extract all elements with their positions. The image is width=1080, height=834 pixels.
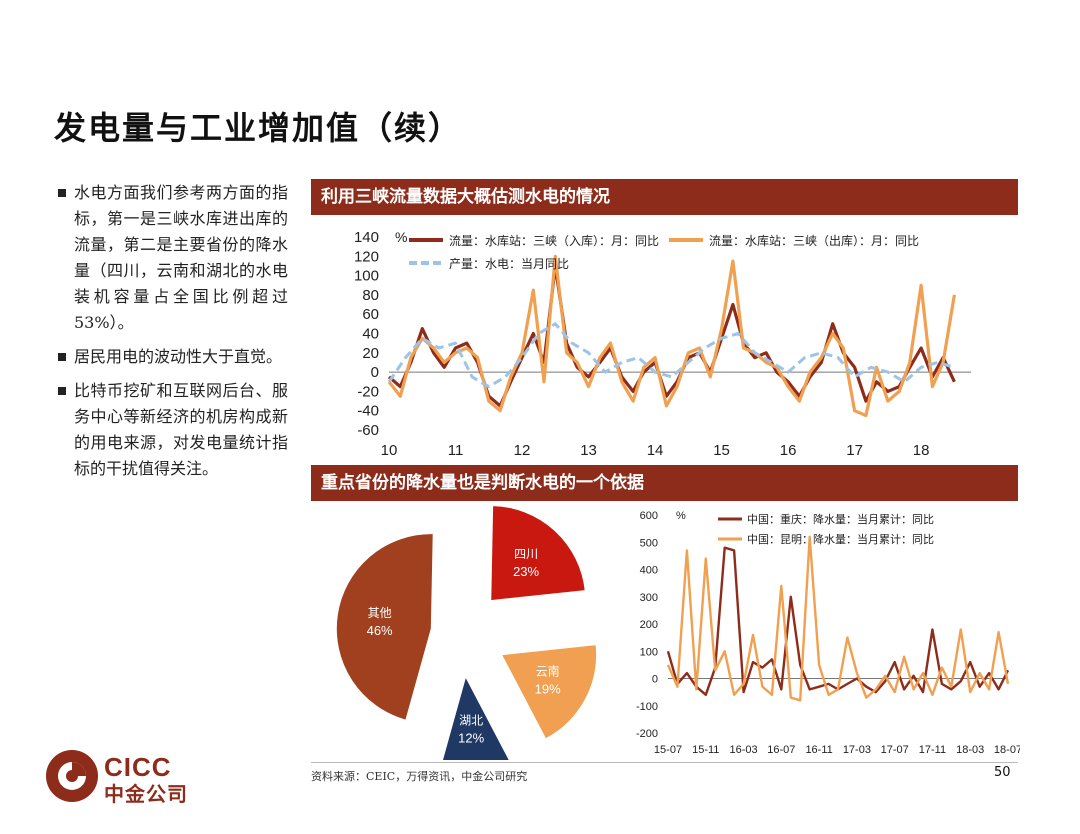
bullet-list: 水电方面我们参考两方面的指标，第一是三峡水库进出库的流量，第二是主要省份的降水量… [58, 180, 288, 490]
pie-slice-1 [500, 644, 598, 740]
series-line-0 [666, 546, 1010, 696]
source-note: 资料来源：CEIC，万得资讯，中金公司研究 [311, 770, 528, 783]
y-tick-label: 120 [354, 248, 379, 265]
x-tick-label: 10 [381, 442, 398, 459]
pie-label: 湖北 [459, 713, 483, 728]
precipitation-line-chart: -200 -100 0 100 200 300 400 500 600 % 15-07 15-11 16… [636, 510, 1020, 756]
y-tick-label: 0 [371, 364, 379, 381]
x-tick-label: 14 [647, 442, 664, 459]
legend-label: 产量：水电：当月同比 [449, 257, 569, 271]
y-tick-label: 400 [640, 565, 658, 577]
bullet-item: 比特币挖矿和互联网后台、服务中心等新经济的机房构成新的用电来源，对发电量统计指标… [58, 378, 288, 482]
bullet-item: 居民用电的波动性大于直觉。 [58, 344, 288, 370]
pie-value: 12% [458, 731, 484, 746]
page-title: 发电量与工业增加值（续） [54, 109, 463, 147]
y-tick-label: -100 [636, 701, 658, 713]
province-share-pie-chart: 四川 23% 云南 19% 湖北 12% 其他 46% [335, 505, 598, 760]
pie-slice-3 [335, 533, 434, 721]
series-line-0 [387, 264, 956, 408]
chart1-panel-title: 利用三峡流量数据大概估测水电的情况 [311, 179, 1018, 215]
x-tick-label: 16-03 [729, 744, 757, 756]
x-tick-label: 18 [913, 442, 930, 459]
x-tick-label: 18-07 [994, 744, 1020, 756]
legend-label: 流量：水库站：三峡（入库）：月：同比 [449, 233, 659, 248]
three-gorges-line-chart: -60 -40 -20 0 20 40 60 80 100 120 140 % 10 11 12 13 14 15… [354, 229, 971, 459]
y-tick-label: -60 [357, 422, 379, 439]
x-tick-label: 16-07 [767, 744, 795, 756]
x-tick-label: 12 [514, 442, 531, 459]
pie-label: 其他 [368, 606, 392, 620]
legend-label: 流量：水库站：三峡（出库）：月：同比 [709, 233, 919, 248]
x-tick-label: 16-11 [805, 744, 832, 756]
cicc-logo-icon [46, 750, 98, 802]
logo-text-cn: 中金公司 [104, 782, 188, 806]
x-tick-label: 17-07 [881, 744, 909, 756]
x-tick-label: 15-07 [654, 744, 682, 756]
pie-slice-0 [490, 505, 586, 602]
x-tick-label: 13 [580, 442, 597, 459]
series-line-2 [387, 322, 955, 389]
pie-value: 23% [513, 564, 539, 579]
page-number: 50 [994, 765, 1011, 780]
chart2-panel-title: 重点省份的降水量也是判断水电的一个依据 [311, 465, 1018, 501]
y-tick-label: 20 [362, 345, 379, 362]
series-line-1 [666, 535, 1010, 702]
y-tick-label: 600 [640, 510, 658, 522]
y-tick-label: 100 [354, 268, 379, 285]
y-tick-label: -40 [357, 403, 379, 420]
logo-text-en: CICC [104, 752, 172, 782]
y-tick-label: 60 [362, 306, 379, 323]
legend-label: 中国：昆明：降水量：当月累计：同比 [747, 532, 934, 546]
y-tick-label: 300 [640, 592, 658, 604]
y-tick-label: 500 [640, 537, 658, 549]
x-tick-label: 15 [713, 442, 730, 459]
pie-value: 46% [367, 623, 393, 638]
y-tick-label: 100 [640, 646, 658, 658]
x-tick-label: 17-11 [919, 744, 946, 756]
x-tick-label: 11 [448, 442, 464, 459]
legend-label: 中国：重庆：降水量：当月累计：同比 [747, 512, 934, 526]
y-tick-label: 0 [652, 674, 658, 686]
unit-label: % [676, 510, 686, 522]
x-tick-label: 16 [780, 442, 797, 459]
x-tick-label: 17-03 [843, 744, 871, 756]
pie-slice-2 [441, 675, 510, 760]
pie-label: 云南 [536, 663, 560, 678]
y-tick-label: -200 [636, 728, 658, 740]
x-tick-label: 17 [846, 442, 863, 459]
y-tick-label: 140 [354, 229, 379, 246]
series-line-1 [387, 254, 956, 418]
pie-label: 四川 [514, 547, 538, 561]
bullet-item: 水电方面我们参考两方面的指标，第一是三峡水库进出库的流量，第二是主要省份的降水量… [58, 180, 288, 336]
y-tick-label: 200 [640, 619, 658, 631]
pie-value: 19% [535, 681, 561, 696]
y-tick-label: -20 [357, 383, 379, 400]
y-tick-label: 40 [362, 326, 379, 343]
footer-divider [311, 762, 1018, 763]
unit-label: % [395, 229, 407, 245]
x-tick-label: 15-11 [692, 744, 719, 756]
x-tick-label: 18-03 [956, 744, 984, 756]
y-tick-label: 80 [362, 287, 379, 304]
